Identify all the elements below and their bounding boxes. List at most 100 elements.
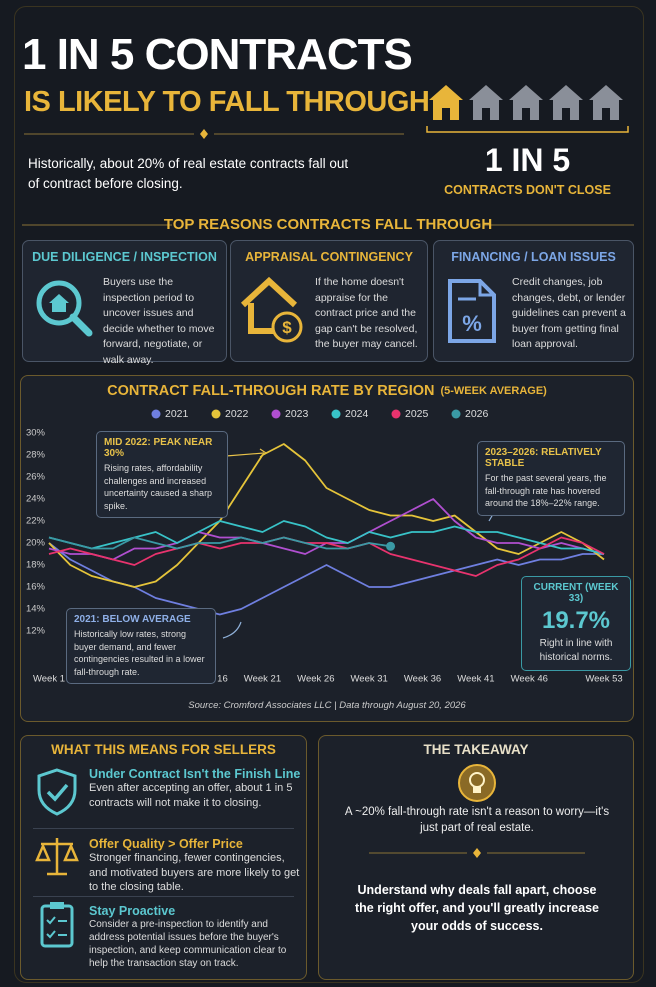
annotation-text: Rising rates, affordability challenges a… (104, 463, 213, 511)
card-title: APPRAISAL CONTINGENCY (245, 250, 413, 264)
y-tick-label: 20% (26, 538, 46, 549)
annotation-text: Historically low rates, strong buyer dem… (74, 629, 205, 677)
takeaway-text: A ~20% fall-through rate isn't a reason … (344, 806, 610, 834)
annotation-title: MID 2022: PEAK NEAR 30% (104, 437, 213, 459)
y-tick-label: 24% (26, 494, 46, 505)
annotation: MID 2022: PEAK NEAR 30% Rising rates, aff… (96, 431, 228, 518)
bulb-icon (458, 764, 496, 802)
seller-item-text: Even after accepting an offer, about 1 i… (89, 782, 293, 809)
y-tick-label: 30% (26, 428, 46, 439)
y-tick-label: 28% (26, 450, 46, 461)
source: Source: Cromford Associates LLC | Data t… (188, 700, 466, 711)
y-tick-label: 22% (26, 516, 46, 527)
series-line (48, 536, 605, 577)
reason-card: APPRAISAL CONTINGENCY $ If the home does… (230, 240, 428, 362)
intro: Historically, about 20% of real estate c… (28, 156, 349, 191)
x-tick-label: Week 21 (244, 674, 281, 685)
seller-item-text: Stronger financing, fewer contingencies,… (89, 852, 300, 893)
seller-item: Under Contract Isn't the Finish Line Even… (89, 767, 301, 810)
inspection-icon (36, 280, 93, 337)
series-line (48, 443, 605, 588)
chart-title: CONTRACT FALL-THROUGH RATE BY REGION (5-W… (107, 383, 547, 399)
seller-item: Stay Proactive Consider a pre-inspection … (89, 904, 301, 970)
legend-label: 2025 (405, 408, 429, 420)
section-title: TOP REASONS CONTRACTS FALL THROUGH (163, 216, 493, 233)
y-tick-label: 16% (26, 582, 46, 593)
reason-card: FINANCING / LOAN ISSUES % Credit changes… (433, 240, 634, 362)
series-line (48, 520, 605, 555)
x-tick-label: Week 46 (511, 674, 548, 685)
frame (14, 6, 644, 983)
current-point (386, 541, 396, 551)
current-value: 19.7% (541, 607, 611, 634)
appraisal-icon: $ (240, 276, 303, 343)
chart-title-text: CONTRACT FALL-THROUGH RATE BY REGION (107, 383, 434, 399)
divider (33, 896, 294, 897)
svg-text:%: % (462, 311, 482, 336)
card-title: FINANCING / LOAN ISSUES (451, 250, 616, 264)
y-tick-label: 26% (26, 472, 46, 483)
x-tick-label: Week 53 (585, 674, 622, 685)
legend-label: 2023 (285, 408, 309, 420)
card-title: DUE DILIGENCE / INSPECTION (32, 250, 217, 264)
chart-panel: CONTRACT FALL-THROUGH RATE BY REGION (5-W… (20, 375, 634, 722)
arrow (225, 452, 265, 457)
current-box: CURRENT (WEEK 33) 19.7% Right in line with… (521, 576, 631, 671)
reason-card: DUE DILIGENCE / INSPECTION Buyers use th… (22, 240, 227, 366)
sellers-panel: WHAT THIS MEANS FOR SELLERS Under Contra… (20, 735, 307, 980)
legend-swatch (391, 409, 401, 419)
divider (369, 848, 585, 858)
series-line (48, 536, 391, 550)
arrow (222, 621, 242, 639)
seller-icons (35, 768, 79, 948)
stat-caption: CONTRACTS DON'T CLOSE (444, 183, 611, 197)
legend-swatch (451, 409, 461, 419)
seller-item-title: Offer Quality > Offer Price (89, 837, 243, 851)
seller-item-title: Stay Proactive (89, 904, 176, 918)
svg-text:$: $ (282, 318, 292, 337)
card-text: If the home doesn't appraise for the con… (315, 276, 418, 350)
x-tick-label: Week 36 (404, 674, 441, 685)
x-tick-label: Week 31 (351, 674, 388, 685)
card-text: Credit changes, job changes, debt, or le… (512, 276, 626, 350)
houses-icon (426, 85, 629, 133)
legend-label: 2022 (225, 408, 249, 420)
title: 1 IN 5 CONTRACTS (22, 30, 413, 79)
legend-swatch (151, 409, 161, 419)
seller-item-text: Consider a pre-inspection to identify an… (89, 919, 287, 969)
stat: 1 IN 5 (484, 142, 571, 178)
x-tick-label: Week 41 (457, 674, 494, 685)
seller-item-title: Under Contract Isn't the Finish Line (89, 767, 301, 781)
annotation-text: For the past several years, the fall-thr… (485, 473, 607, 508)
subtitle: IS LIKELY TO FALL THROUGH (24, 86, 430, 118)
legend-swatch (211, 409, 221, 419)
legend-swatch (271, 409, 281, 419)
annotation-title: 2021: BELOW AVERAGE (74, 614, 191, 625)
legend-swatch (331, 409, 341, 419)
divider (33, 828, 294, 829)
annotation: 2023–2026: RELATIVELY STABLE For the past… (477, 441, 625, 516)
takeaway-panel: THE TAKEAWAY A ~20% fall-through rate is… (318, 735, 634, 980)
current-text: Right in line with historical norms. (539, 638, 613, 663)
takeaway-closing: Understand why deals fall apart, choose … (354, 883, 599, 933)
card-text: Buyers use the inspection period to unco… (103, 276, 215, 366)
divider (24, 129, 404, 139)
annotation-title: 2023–2026: RELATIVELY STABLE (485, 447, 602, 469)
legend-label: 2026 (465, 408, 489, 420)
section-rule (22, 224, 634, 226)
y-tick-label: 14% (26, 604, 46, 615)
seller-item: Offer Quality > Offer Price Stronger fina… (89, 837, 301, 895)
legend-label: 2021 (165, 408, 189, 420)
series-line (48, 542, 604, 616)
document-icon: % (448, 279, 496, 343)
chart-subtitle: (5-WEEK AVERAGE) (440, 385, 547, 397)
x-tick-label: Week 26 (297, 674, 334, 685)
sellers-title: WHAT THIS MEANS FOR SELLERS (51, 742, 276, 757)
annotation: 2021: BELOW AVERAGE Historically low rate… (66, 608, 216, 684)
y-tick-label: 18% (26, 560, 46, 571)
y-tick-label: 12% (26, 626, 46, 637)
legend-label: 2024 (345, 408, 369, 420)
takeaway-title: THE TAKEAWAY (423, 742, 529, 757)
x-tick-label: Week 1 (33, 674, 65, 685)
